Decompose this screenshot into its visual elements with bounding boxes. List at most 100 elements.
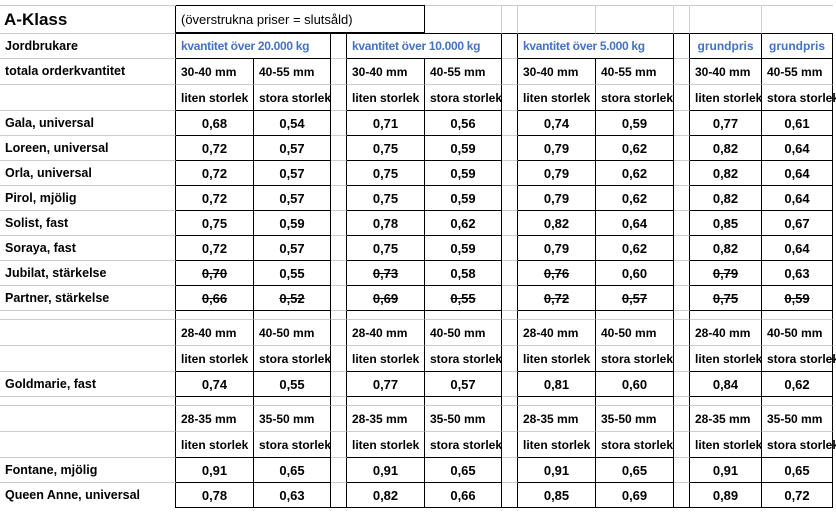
mm-header-cell[interactable]: 28-40 mm [176,320,254,346]
base-price-header-cell[interactable]: grundpris [762,34,833,59]
row-label-cell[interactable]: Fontane, mjölig [0,458,176,483]
price-cell[interactable]: 0,59 [596,111,674,136]
price-cell[interactable]: 0,57 [596,286,674,311]
size-header-cell[interactable]: liten storlek [690,85,762,111]
price-cell[interactable]: 0,60 [596,372,674,397]
size-header-cell[interactable]: stora storlek [425,85,502,111]
price-cell[interactable]: 0,68 [176,111,254,136]
size-header-cell[interactable]: stora storlek [596,346,674,372]
size-header-cell[interactable]: liten storlek [176,432,254,458]
mm-header-cell[interactable]: 28-40 mm [347,320,425,346]
price-cell[interactable]: 0,60 [596,261,674,286]
mm-header-cell[interactable]: 40-50 mm [762,320,833,346]
price-cell[interactable]: 0,64 [596,211,674,236]
price-cell[interactable]: 0,85 [690,211,762,236]
mm-header-cell[interactable]: 40-50 mm [596,320,674,346]
size-header-cell[interactable]: liten storlek [518,432,596,458]
price-cell[interactable]: 0,64 [762,161,833,186]
size-header-cell[interactable]: stora storlek [254,346,331,372]
price-cell[interactable]: 0,72 [176,136,254,161]
size-header-cell[interactable]: liten storlek [690,432,762,458]
price-cell[interactable]: 0,65 [254,458,331,483]
mm-header-cell[interactable]: 30-40 mm [176,59,254,85]
row-label-cell[interactable]: Solist, fast [0,211,176,236]
price-cell[interactable]: 0,82 [690,136,762,161]
price-cell[interactable]: 0,65 [762,458,833,483]
price-cell[interactable]: 0,75 [690,286,762,311]
row-label-cell[interactable]: Jubilat, stärkelse [0,261,176,286]
price-cell[interactable]: 0,79 [518,161,596,186]
price-cell[interactable]: 0,58 [425,261,502,286]
mm-header-cell[interactable]: 28-35 mm [176,406,254,432]
group-header-cell[interactable]: kvantitet över 20.000 kg [176,34,331,59]
price-cell[interactable]: 0,52 [254,286,331,311]
row-label-cell[interactable]: Partner, stärkelse [0,286,176,311]
price-cell[interactable]: 0,59 [762,286,833,311]
size-header-cell[interactable]: stora storlek [254,85,331,111]
mm-header-cell[interactable]: 28-35 mm [690,406,762,432]
price-cell[interactable]: 0,57 [254,136,331,161]
price-cell[interactable]: 0,57 [254,236,331,261]
price-cell[interactable]: 0,61 [762,111,833,136]
size-header-cell[interactable]: stora storlek [596,432,674,458]
price-cell[interactable]: 0,62 [762,372,833,397]
price-cell[interactable]: 0,76 [518,261,596,286]
mm-header-cell[interactable]: 40-55 mm [596,59,674,85]
price-cell[interactable]: 0,82 [690,186,762,211]
mm-header-cell[interactable]: 30-40 mm [347,59,425,85]
mm-header-cell[interactable]: 35-50 mm [425,406,502,432]
price-cell[interactable]: 0,79 [690,261,762,286]
price-cell[interactable]: 0,72 [762,483,833,508]
price-cell[interactable]: 0,64 [762,136,833,161]
price-cell[interactable]: 0,77 [690,111,762,136]
row-label-cell[interactable]: Soraya, fast [0,236,176,261]
price-cell[interactable]: 0,57 [254,186,331,211]
mm-header-cell[interactable]: 35-50 mm [762,406,833,432]
price-cell[interactable]: 0,75 [347,186,425,211]
price-cell[interactable]: 0,73 [347,261,425,286]
size-header-cell[interactable]: liten storlek [690,346,762,372]
price-cell[interactable]: 0,59 [425,161,502,186]
price-cell[interactable]: 0,75 [347,161,425,186]
price-cell[interactable]: 0,55 [254,261,331,286]
price-cell[interactable]: 0,74 [176,372,254,397]
price-cell[interactable]: 0,54 [254,111,331,136]
price-cell[interactable]: 0,62 [596,161,674,186]
mm-header-cell[interactable]: 28-35 mm [518,406,596,432]
row-header-farmers[interactable]: Jordbrukare [0,34,176,59]
price-cell[interactable]: 0,82 [347,483,425,508]
mm-header-cell[interactable]: 30-40 mm [690,59,762,85]
price-cell[interactable]: 0,64 [762,236,833,261]
price-cell[interactable]: 0,81 [518,372,596,397]
mm-header-cell[interactable]: 28-40 mm [518,320,596,346]
price-cell[interactable]: 0,67 [762,211,833,236]
price-cell[interactable]: 0,59 [425,186,502,211]
price-cell[interactable]: 0,57 [425,372,502,397]
price-cell[interactable]: 0,82 [690,236,762,261]
size-header-cell[interactable]: liten storlek [176,85,254,111]
price-cell[interactable]: 0,69 [596,483,674,508]
price-cell[interactable]: 0,84 [690,372,762,397]
price-cell[interactable]: 0,57 [254,161,331,186]
size-header-cell[interactable]: liten storlek [347,85,425,111]
price-cell[interactable]: 0,72 [176,161,254,186]
mm-header-cell[interactable]: 40-50 mm [425,320,502,346]
row-label-cell[interactable]: Gala, universal [0,111,176,136]
size-header-cell[interactable]: liten storlek [518,346,596,372]
row-label-cell[interactable]: Goldmarie, fast [0,372,176,397]
price-cell[interactable]: 0,75 [176,211,254,236]
group-header-cell[interactable]: kvantitet över 5.000 kg [518,34,674,59]
price-cell[interactable]: 0,91 [347,458,425,483]
price-cell[interactable]: 0,66 [176,286,254,311]
price-cell[interactable]: 0,62 [425,211,502,236]
size-header-cell[interactable]: stora storlek [762,432,836,458]
price-cell[interactable]: 0,72 [518,286,596,311]
price-cell[interactable]: 0,74 [518,111,596,136]
row-label-cell[interactable]: Queen Anne, universal [0,483,176,508]
mm-header-cell[interactable]: 35-50 mm [254,406,331,432]
price-cell[interactable]: 0,55 [254,372,331,397]
size-header-cell[interactable]: stora storlek [762,346,836,372]
mm-header-cell[interactable]: 40-55 mm [254,59,331,85]
price-cell[interactable]: 0,62 [596,236,674,261]
row-label-cell[interactable]: Pirol, mjölig [0,186,176,211]
